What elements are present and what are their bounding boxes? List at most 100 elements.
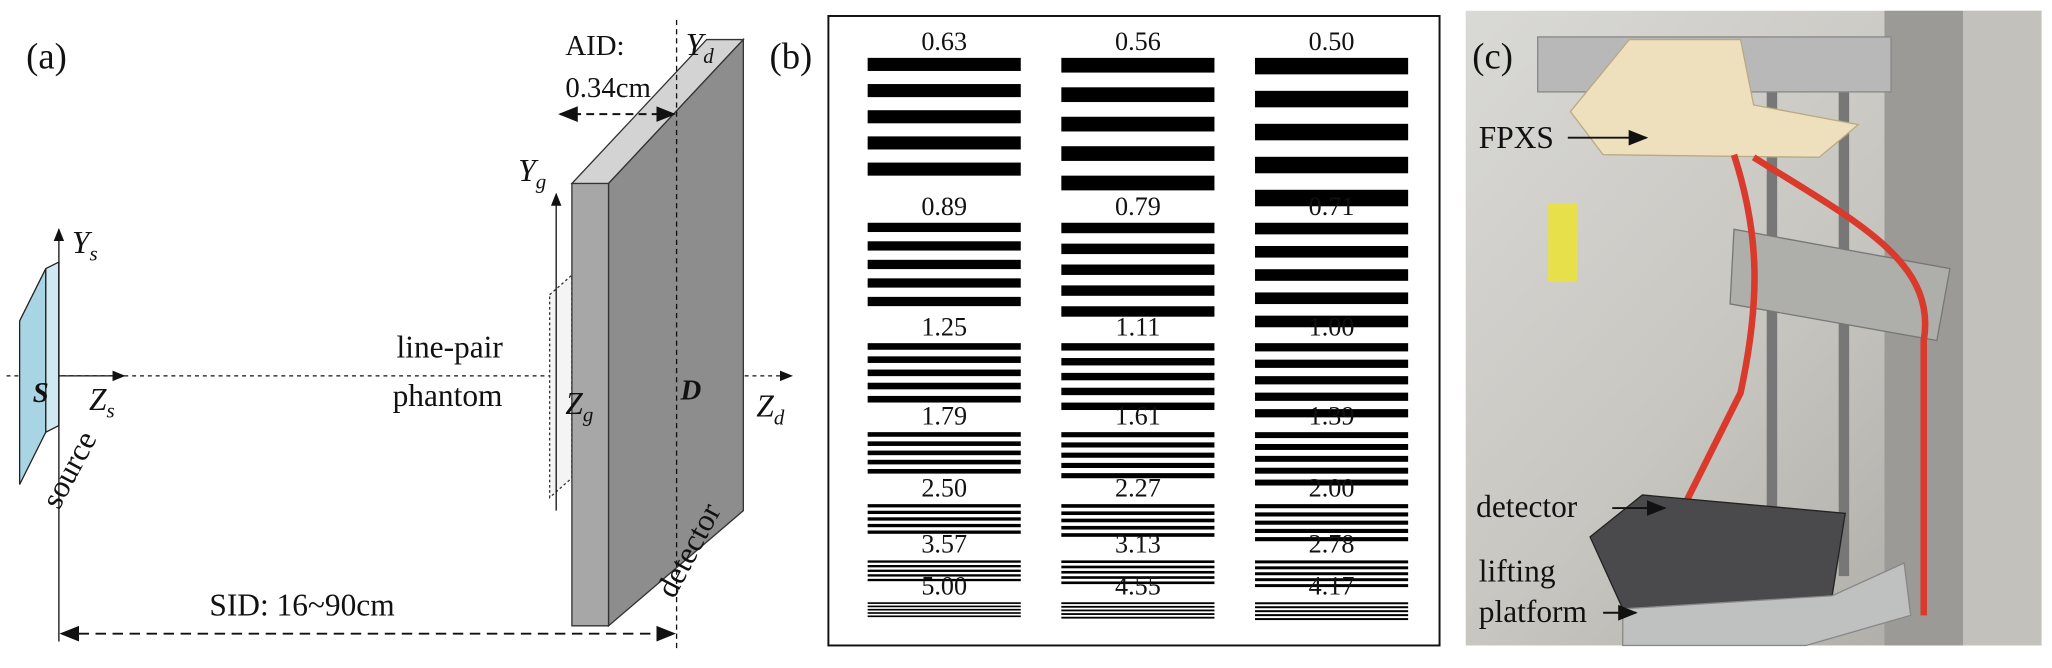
line-bar (867, 222, 1021, 233)
line-bar (1255, 123, 1409, 141)
photo-wall (1963, 10, 2042, 646)
line-bar (1255, 392, 1409, 401)
frequency-label: 0.71 (1309, 192, 1355, 221)
frequency-label: 1.11 (1115, 312, 1160, 341)
line-bar (867, 459, 1021, 465)
line-bar (1061, 605, 1215, 608)
line-bar (1061, 462, 1215, 468)
photo-bracket (1729, 228, 1951, 342)
line-bar (1061, 57, 1215, 73)
line-bar (1255, 222, 1409, 235)
line-bar (1061, 306, 1215, 317)
line-bar (1061, 442, 1215, 448)
fpxs-label: FPXS (1479, 120, 1554, 155)
line-bar (1255, 606, 1409, 609)
panel-b: (b) 0.63 0.56 0.50 0.89 0.79 0.71 1.25 1.11 1.00… (770, 15, 1441, 647)
line-bar (867, 343, 1021, 350)
line-bar (1255, 520, 1409, 525)
line-bar (867, 608, 1021, 611)
axis-label: Yd (686, 27, 714, 68)
line-bar (1255, 610, 1409, 613)
line-bar (867, 432, 1021, 437)
line-bar (1255, 528, 1409, 533)
line-bar (1255, 156, 1409, 174)
line-bar (1061, 402, 1215, 411)
frequency-label: 3.13 (1115, 530, 1161, 559)
line-bar (1061, 432, 1215, 438)
axis-label: Yg (518, 153, 546, 194)
frequency-label: 4.55 (1115, 571, 1161, 600)
photo-platform (1622, 562, 1912, 647)
point-label: S (33, 377, 49, 409)
line-bar (1061, 613, 1215, 615)
line-bar (1061, 533, 1215, 537)
line-bar (867, 565, 1021, 568)
line-bar (1255, 467, 1409, 474)
detector-label: detector (1476, 489, 1578, 524)
line-bar (1255, 90, 1409, 108)
line-bar (1061, 576, 1215, 579)
line-bar (867, 162, 1021, 176)
line-bar (1255, 315, 1409, 328)
platform-label: platform (1479, 594, 1587, 629)
line-bar (1255, 57, 1409, 75)
line-bar (867, 468, 1021, 474)
frequency-label: 0.79 (1115, 192, 1161, 221)
line-bar (1061, 616, 1215, 619)
line-bar (1061, 264, 1215, 275)
line-bar (1255, 584, 1409, 588)
line-bar (1061, 581, 1215, 585)
axis-label: Zs (89, 382, 115, 423)
frequency-label: 0.89 (921, 192, 967, 221)
line-bar (867, 602, 1021, 604)
line-bar (1255, 566, 1409, 570)
phantom-label: line-pair (397, 330, 504, 365)
line-bar (1255, 409, 1409, 418)
frequency-label: 0.50 (1309, 27, 1355, 56)
frequency-label: 1.61 (1115, 401, 1161, 430)
line-bar (867, 241, 1021, 251)
phantom-label: phantom (393, 378, 503, 413)
frequency-label: 2.78 (1309, 530, 1355, 559)
line-bar (1061, 570, 1215, 574)
line-bar (1061, 243, 1215, 255)
line-bar (1255, 376, 1409, 385)
axis-label: Zd (756, 388, 784, 429)
frequency-label: 2.00 (1309, 473, 1355, 502)
line-bar (867, 612, 1021, 614)
panel-label: (a) (26, 35, 67, 76)
line-bar (1061, 560, 1215, 564)
frequency-label: 5.00 (921, 571, 967, 600)
frequency-label: 1.00 (1309, 312, 1355, 341)
line-bar (1061, 222, 1215, 234)
frequency-label: 4.17 (1309, 571, 1355, 600)
line-bar (1255, 189, 1409, 207)
source-label: source (34, 425, 103, 514)
line-bar (867, 504, 1021, 508)
photo-cable (1751, 154, 1929, 616)
line-bar (867, 574, 1021, 577)
line-bar (1061, 175, 1215, 191)
line-bar (1255, 245, 1409, 258)
line-bar (867, 110, 1021, 124)
line-bar (1255, 618, 1409, 621)
line-bar (1061, 87, 1215, 103)
line-bar (1061, 525, 1215, 530)
line-bar (1061, 452, 1215, 458)
frequency-label: 2.27 (1115, 473, 1161, 502)
line-bar (1061, 343, 1215, 351)
line-bar (1255, 359, 1409, 368)
line-bar (1255, 537, 1409, 542)
line-bar (1061, 387, 1215, 396)
aid-title: AID: (565, 30, 624, 62)
line-bar (867, 84, 1021, 98)
line-bar (1255, 602, 1409, 605)
line-bar (867, 136, 1021, 150)
line-bar (1061, 518, 1215, 523)
line-bar (1061, 116, 1215, 132)
line-bar (867, 605, 1021, 608)
line-bar (1255, 269, 1409, 281)
photo-rod (1766, 78, 1778, 577)
line-bar (867, 395, 1021, 403)
